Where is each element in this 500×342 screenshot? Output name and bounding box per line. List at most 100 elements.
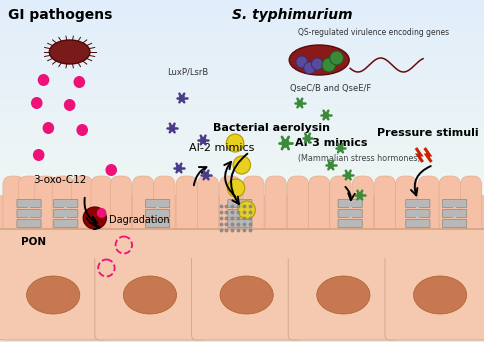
Circle shape (33, 149, 44, 161)
FancyBboxPatch shape (338, 210, 362, 218)
Bar (0, 215, 484, 219)
Bar (0, 115, 484, 119)
Bar (0, 15, 484, 19)
Circle shape (296, 56, 308, 68)
Bar (0, 38, 484, 42)
FancyBboxPatch shape (18, 176, 40, 235)
Circle shape (322, 58, 336, 72)
FancyBboxPatch shape (35, 176, 56, 235)
Text: GI pathogens: GI pathogens (8, 8, 112, 22)
Bar (0, 188, 484, 192)
Bar (0, 199, 484, 203)
FancyBboxPatch shape (54, 220, 78, 227)
Bar (0, 219, 484, 222)
FancyBboxPatch shape (192, 250, 302, 340)
FancyBboxPatch shape (54, 210, 78, 218)
Text: LuxP/LsrB: LuxP/LsrB (166, 67, 208, 77)
Text: 3-oxo-C12: 3-oxo-C12 (34, 175, 86, 185)
Circle shape (304, 62, 316, 74)
FancyBboxPatch shape (439, 176, 460, 235)
Bar (0, 180, 484, 184)
FancyBboxPatch shape (460, 176, 481, 235)
FancyBboxPatch shape (228, 220, 252, 227)
Bar (0, 80, 484, 84)
Text: Dagradation: Dagradation (110, 215, 170, 225)
Circle shape (233, 156, 250, 174)
Circle shape (312, 58, 323, 70)
FancyBboxPatch shape (110, 176, 132, 235)
FancyBboxPatch shape (338, 199, 362, 208)
Bar (0, 77, 484, 80)
FancyBboxPatch shape (418, 176, 439, 235)
FancyBboxPatch shape (406, 199, 430, 208)
Circle shape (226, 134, 244, 152)
FancyBboxPatch shape (17, 220, 41, 227)
FancyBboxPatch shape (442, 210, 466, 218)
Bar (0, 228, 484, 229)
Text: S. typhimurium: S. typhimurium (232, 8, 353, 22)
Text: Pressure stimuli: Pressure stimuli (377, 128, 479, 138)
Bar (0, 96, 484, 100)
Bar (453, 207, 456, 210)
Circle shape (42, 122, 54, 134)
FancyBboxPatch shape (220, 176, 241, 235)
Circle shape (238, 201, 256, 219)
Text: (Mammalian stress hormones): (Mammalian stress hormones) (298, 154, 420, 162)
FancyBboxPatch shape (338, 220, 362, 227)
Bar (0, 123, 484, 127)
Ellipse shape (220, 276, 273, 314)
Bar (0, 0, 484, 4)
Circle shape (330, 51, 344, 65)
Circle shape (76, 124, 88, 136)
FancyBboxPatch shape (146, 220, 170, 227)
Bar (348, 207, 352, 210)
FancyBboxPatch shape (374, 176, 396, 235)
Bar (0, 119, 484, 123)
Bar (0, 8, 484, 12)
FancyBboxPatch shape (308, 176, 330, 235)
Bar (0, 57, 484, 61)
Bar (0, 104, 484, 107)
Bar (0, 84, 484, 88)
Bar (0, 92, 484, 96)
Bar (0, 153, 484, 157)
FancyBboxPatch shape (52, 176, 74, 235)
Bar (0, 54, 484, 57)
Bar (0, 157, 484, 161)
Ellipse shape (289, 45, 349, 75)
Bar (416, 217, 420, 220)
FancyBboxPatch shape (352, 176, 374, 235)
Bar (0, 203, 484, 207)
Bar (0, 127, 484, 130)
Bar (0, 46, 484, 50)
Circle shape (106, 164, 117, 176)
Bar (0, 27, 484, 31)
FancyBboxPatch shape (243, 176, 264, 235)
Bar (0, 195, 484, 342)
Bar (28, 207, 30, 210)
Bar (416, 207, 420, 210)
Text: Bacterial aerolysin: Bacterial aerolysin (213, 123, 330, 133)
Bar (0, 226, 484, 230)
Text: AI-3 mimics: AI-3 mimics (295, 138, 368, 148)
Bar (0, 65, 484, 69)
FancyBboxPatch shape (132, 176, 154, 235)
Bar (0, 169, 484, 172)
Bar (0, 88, 484, 92)
Ellipse shape (83, 207, 106, 229)
FancyBboxPatch shape (54, 199, 78, 208)
Bar (0, 207, 484, 211)
FancyBboxPatch shape (396, 176, 417, 235)
Bar (0, 161, 484, 165)
Bar (0, 184, 484, 188)
Bar (0, 23, 484, 27)
Bar (64, 207, 67, 210)
Bar (0, 330, 484, 342)
FancyBboxPatch shape (265, 176, 286, 235)
Bar (0, 61, 484, 65)
FancyBboxPatch shape (330, 176, 351, 235)
Bar (0, 134, 484, 138)
FancyBboxPatch shape (95, 250, 205, 340)
Bar (0, 138, 484, 142)
Bar (0, 4, 484, 8)
